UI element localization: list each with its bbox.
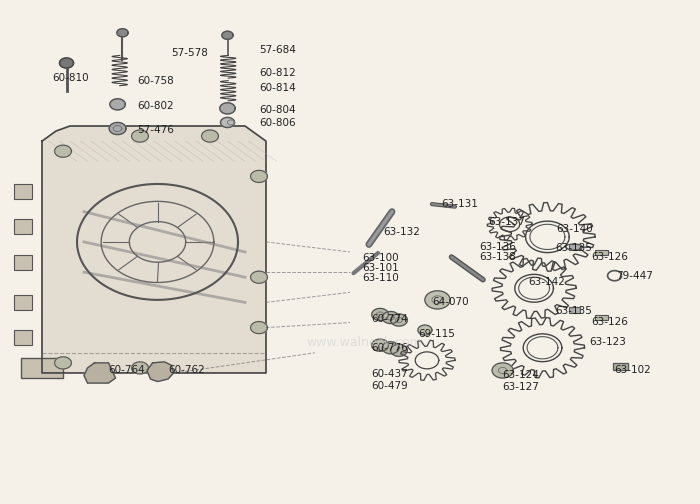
Polygon shape: [202, 130, 218, 142]
Polygon shape: [220, 103, 235, 114]
Polygon shape: [391, 344, 407, 356]
Text: 57-476: 57-476: [137, 125, 174, 135]
Bar: [595, 250, 608, 255]
Text: 60-762: 60-762: [168, 365, 204, 375]
Text: 63-110: 63-110: [363, 273, 399, 283]
Text: 60-437: 60-437: [371, 369, 407, 379]
Bar: [595, 315, 608, 320]
Bar: [569, 244, 580, 250]
Polygon shape: [132, 362, 148, 374]
Text: 57-578: 57-578: [172, 48, 209, 58]
Bar: [569, 307, 580, 313]
Text: 60-802: 60-802: [137, 101, 174, 111]
Polygon shape: [382, 311, 399, 324]
Text: 79-447: 79-447: [616, 271, 653, 281]
Bar: [14, 295, 32, 310]
Polygon shape: [251, 322, 267, 334]
Text: 63-126: 63-126: [592, 252, 629, 262]
Polygon shape: [55, 357, 71, 369]
Bar: [612, 363, 628, 370]
Polygon shape: [147, 362, 174, 382]
Text: 63-135: 63-135: [555, 306, 592, 317]
Text: 60-810: 60-810: [52, 73, 89, 83]
Text: 63-123: 63-123: [589, 337, 626, 347]
Polygon shape: [251, 271, 267, 283]
Polygon shape: [492, 363, 513, 378]
Text: 60-774: 60-774: [371, 313, 407, 324]
Text: 60-812: 60-812: [259, 68, 295, 78]
Text: 69-115: 69-115: [419, 329, 456, 339]
Bar: [14, 255, 32, 270]
Bar: [14, 184, 32, 199]
Polygon shape: [391, 314, 407, 326]
Polygon shape: [220, 117, 234, 128]
Text: 60-764: 60-764: [108, 365, 146, 375]
Text: 63-137: 63-137: [489, 217, 526, 227]
Polygon shape: [109, 122, 126, 135]
Text: 63-131: 63-131: [441, 199, 478, 209]
Polygon shape: [42, 126, 266, 373]
Polygon shape: [425, 291, 450, 309]
Text: 63-140: 63-140: [556, 224, 594, 234]
Polygon shape: [372, 339, 389, 351]
Text: 63-101: 63-101: [363, 263, 399, 273]
Polygon shape: [132, 130, 148, 142]
Text: 63-124: 63-124: [503, 370, 540, 381]
Polygon shape: [55, 145, 71, 157]
Bar: [14, 219, 32, 234]
Text: 63-142: 63-142: [528, 277, 566, 287]
Polygon shape: [110, 99, 125, 110]
Text: 63-135: 63-135: [555, 243, 592, 253]
Polygon shape: [251, 170, 267, 182]
Text: 60-804: 60-804: [259, 105, 295, 115]
Polygon shape: [84, 363, 116, 383]
Polygon shape: [117, 29, 128, 37]
Bar: [14, 330, 32, 345]
Text: 63-132: 63-132: [384, 227, 421, 237]
Bar: [21, 358, 63, 378]
Polygon shape: [222, 31, 233, 39]
Text: 60-776: 60-776: [371, 343, 407, 353]
Text: 57-684: 57-684: [259, 45, 296, 55]
Polygon shape: [382, 342, 399, 354]
Polygon shape: [372, 308, 389, 321]
Text: 64-070: 64-070: [433, 297, 469, 307]
Text: 60-479: 60-479: [371, 381, 407, 391]
Text: 63-126: 63-126: [592, 317, 629, 327]
Text: 63-102: 63-102: [615, 365, 651, 375]
Text: 63-138: 63-138: [480, 252, 517, 262]
Text: 63-100: 63-100: [363, 253, 399, 263]
Text: 60-806: 60-806: [259, 118, 295, 129]
Text: 63-136: 63-136: [480, 242, 517, 252]
Polygon shape: [418, 325, 432, 335]
Text: 63-127: 63-127: [503, 382, 540, 392]
Text: 60-814: 60-814: [259, 83, 295, 93]
Polygon shape: [60, 58, 74, 68]
Text: 60-758: 60-758: [137, 76, 174, 86]
Text: www.walneck.com: www.walneck.com: [306, 336, 422, 349]
